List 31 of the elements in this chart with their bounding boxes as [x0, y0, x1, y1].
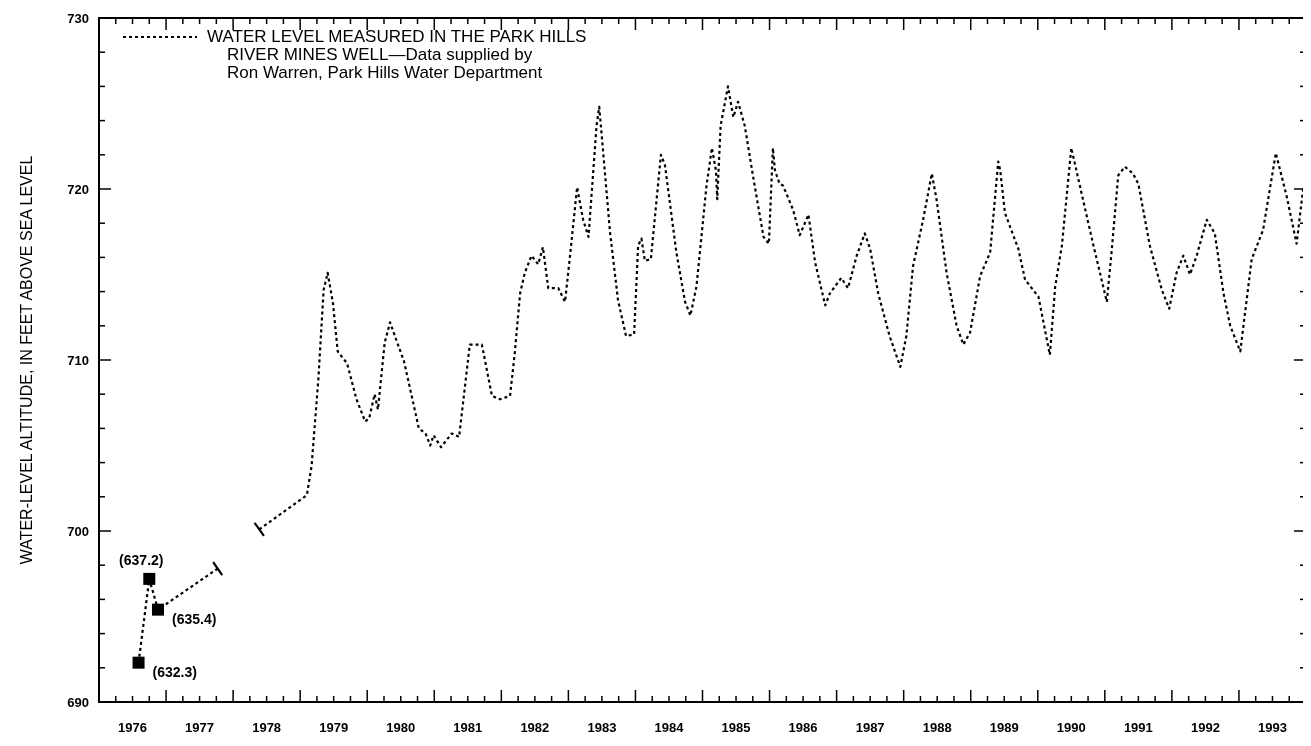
x-tick-label: 1993 — [1258, 720, 1287, 735]
y-axis-title: WATER-LEVEL ALTITUDE, IN FEET ABOVE SEA LEVEL — [18, 155, 35, 565]
x-tick-label: 1982 — [520, 720, 550, 735]
y-tick-label: 700 — [67, 524, 89, 539]
x-tick-label: 1984 — [654, 720, 685, 735]
y-tick-label: 730 — [67, 11, 89, 26]
x-tick-label: 1989 — [989, 720, 1019, 735]
x-tick-label: 1990 — [1056, 720, 1086, 735]
point — [143, 572, 156, 585]
y-tick-label: 690 — [67, 695, 89, 710]
x-tick-label: 1988 — [922, 720, 952, 735]
point — [132, 656, 145, 669]
y-tick-label: 710 — [67, 353, 89, 368]
x-tick-label: 1985 — [721, 720, 751, 735]
x-tick-label: 1991 — [1123, 720, 1153, 735]
data-label: (632.3) — [152, 663, 197, 680]
legend-label: WATER LEVEL MEASURED IN THE PARK HILLS RIVER MINES WELL—Data supplied by Ron Warren, Park Hills Water Department — [207, 27, 587, 82]
data-label: (635.4) — [172, 610, 217, 627]
x-tick-label: 1983 — [587, 720, 617, 735]
point — [152, 603, 165, 616]
x-tick-label: 1980 — [386, 720, 416, 735]
y-tick-label: 720 — [67, 182, 89, 197]
x-tick-label: 1977 — [185, 720, 215, 735]
x-tick-label: 1976 — [118, 720, 147, 735]
x-tick-label: 1992 — [1190, 720, 1220, 735]
x-tick-label: 1986 — [788, 720, 818, 735]
x-tick-label: 1978 — [252, 720, 282, 735]
data-label: (637.2) — [119, 551, 164, 568]
x-tick-label: 1981 — [453, 720, 483, 735]
x-tick-label: 1979 — [319, 720, 349, 735]
x-tick-label: 1987 — [855, 720, 885, 735]
